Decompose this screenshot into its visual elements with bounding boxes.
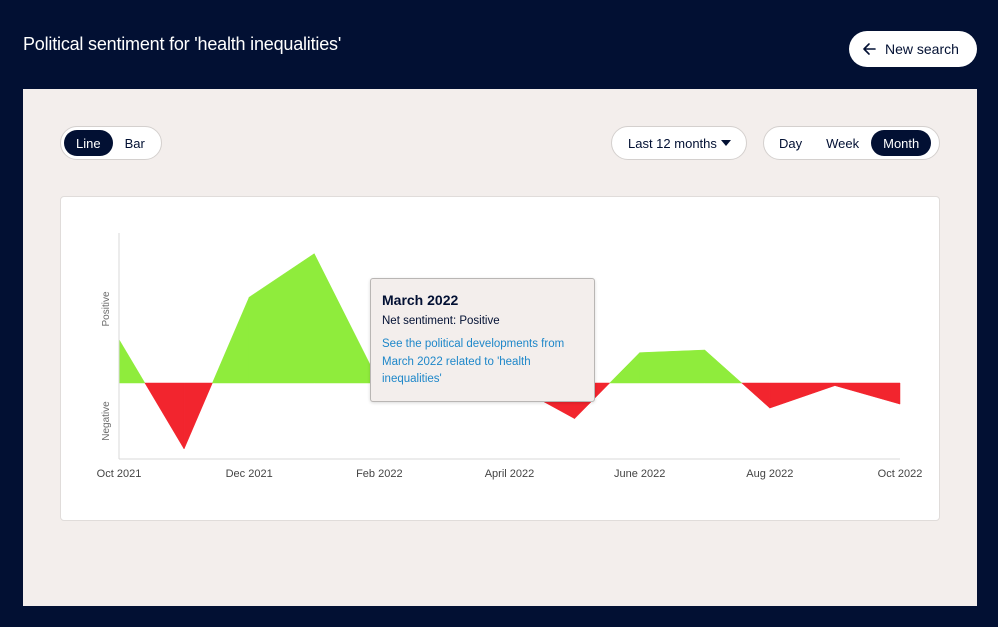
tooltip-sentiment: Net sentiment: Positive bbox=[382, 315, 500, 327]
new-search-button[interactable]: New search bbox=[849, 31, 977, 67]
x-tick-label: Dec 2021 bbox=[226, 468, 273, 480]
positive-area bbox=[118, 338, 146, 384]
negative-area bbox=[834, 382, 901, 405]
chart-type-toggle: Line Bar bbox=[60, 126, 162, 160]
negative-area bbox=[741, 382, 771, 409]
x-tick-label: Oct 2022 bbox=[878, 468, 923, 480]
granularity-month-button[interactable]: Month bbox=[871, 130, 932, 156]
negative-area bbox=[183, 382, 213, 450]
x-tick-label: April 2022 bbox=[485, 468, 535, 480]
page-title: Political sentiment for 'health inequali… bbox=[23, 34, 342, 54]
chart-tooltip: March 2022 Net sentiment: Positive See t… bbox=[370, 278, 595, 402]
time-range-dropdown[interactable]: Last 12 months bbox=[611, 126, 747, 160]
positive-area bbox=[639, 349, 705, 384]
negative-area bbox=[769, 382, 836, 409]
y-label-positive: Positive bbox=[101, 291, 112, 326]
tooltip-developments-link[interactable]: See the political developments from Marc… bbox=[382, 338, 565, 385]
granularity-week-button[interactable]: Week bbox=[826, 135, 860, 151]
y-label-negative: Negative bbox=[101, 401, 112, 441]
negative-area bbox=[144, 382, 185, 450]
granularity-toggle: Day Week Month bbox=[763, 126, 940, 160]
main-panel: Line Bar Last 12 months Day Week Month P… bbox=[23, 89, 977, 606]
time-range-value: Last 12 months bbox=[628, 135, 717, 151]
sentiment-chart-card: Positive Negative Oct 2021 Dec 2021 Feb 2022… bbox=[60, 196, 940, 521]
new-search-label: New search bbox=[885, 41, 959, 57]
arrow-left-icon bbox=[863, 43, 876, 55]
tooltip-title: March 2022 bbox=[382, 292, 459, 308]
x-tick-label: Aug 2022 bbox=[746, 468, 793, 480]
positive-area bbox=[212, 297, 250, 384]
x-tick-label: June 2022 bbox=[614, 468, 665, 480]
positive-area bbox=[704, 349, 743, 384]
chart-type-bar-button[interactable]: Bar bbox=[124, 135, 145, 151]
positive-area bbox=[314, 253, 380, 384]
caret-down-icon bbox=[721, 140, 731, 146]
chart-type-line-button[interactable]: Line bbox=[64, 130, 113, 156]
positive-area bbox=[609, 352, 640, 384]
granularity-day-button[interactable]: Day bbox=[779, 135, 803, 151]
positive-area bbox=[248, 253, 315, 384]
x-tick-label: Oct 2021 bbox=[97, 468, 142, 480]
x-tick-label: Feb 2022 bbox=[356, 468, 402, 480]
